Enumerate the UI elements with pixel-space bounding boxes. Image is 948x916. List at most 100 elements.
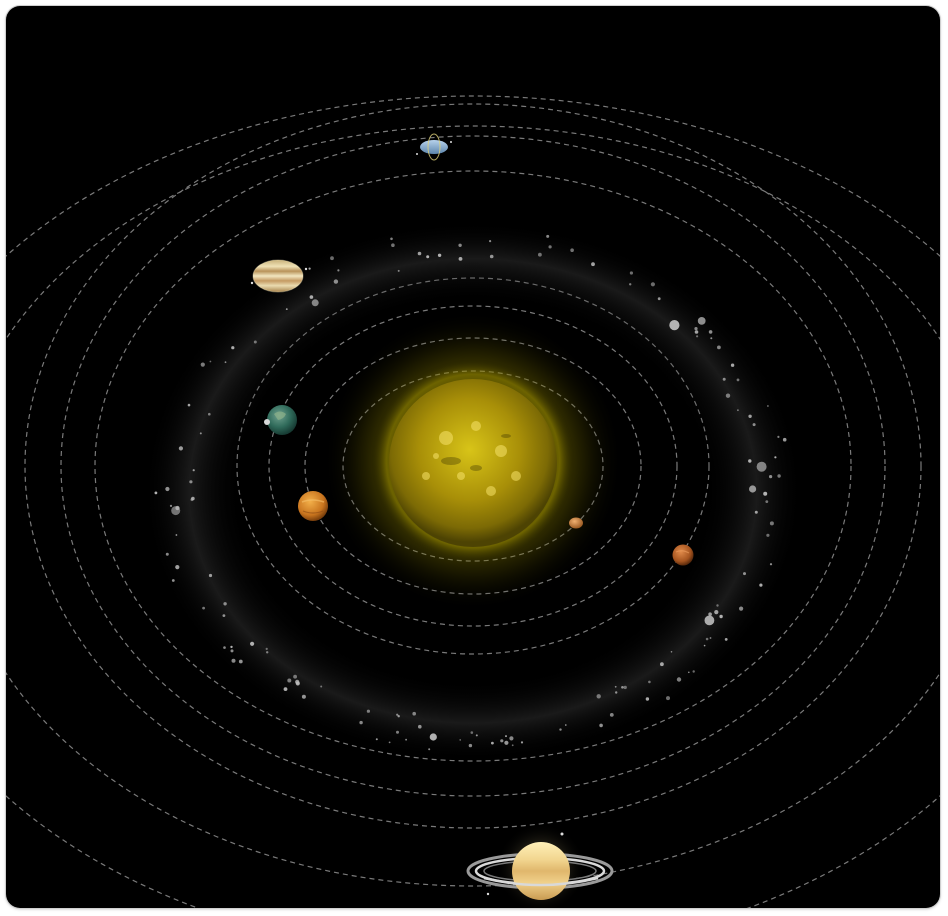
asteroid xyxy=(739,606,744,611)
asteroid xyxy=(759,583,763,587)
asteroid xyxy=(418,724,422,729)
asteroid xyxy=(175,565,180,570)
asteroid xyxy=(725,393,731,398)
asteroid xyxy=(696,335,699,338)
asteroid xyxy=(676,677,682,682)
asteroid xyxy=(714,610,719,615)
asteroid xyxy=(396,713,399,716)
asteroid xyxy=(397,715,400,718)
asteroid xyxy=(428,748,431,751)
asteroid xyxy=(509,736,514,741)
asteroid xyxy=(222,614,226,617)
asteroid xyxy=(769,475,773,479)
asteroid xyxy=(719,614,723,619)
asteroid xyxy=(769,563,773,566)
asteroid xyxy=(388,741,391,744)
asteroid xyxy=(704,615,715,626)
asteroid xyxy=(178,446,183,451)
asteroid xyxy=(426,255,430,259)
asteroid xyxy=(238,659,243,664)
jupiter-icon[interactable] xyxy=(250,259,308,293)
asteroid xyxy=(489,254,494,259)
asteroid xyxy=(458,257,463,261)
asteroid xyxy=(774,456,777,459)
asteroid xyxy=(458,243,462,247)
asteroid xyxy=(209,360,212,363)
asteroid xyxy=(366,709,370,713)
asteroid xyxy=(475,734,478,737)
mercury-icon[interactable] xyxy=(569,517,583,529)
asteroid xyxy=(491,741,494,745)
asteroid xyxy=(777,474,781,478)
asteroid xyxy=(505,735,507,738)
asteroid xyxy=(192,469,195,472)
asteroid xyxy=(266,651,269,654)
asteroid xyxy=(171,579,175,582)
solar-system-canvas xyxy=(6,95,940,908)
venus-icon[interactable] xyxy=(298,491,328,521)
mars-icon[interactable] xyxy=(672,544,694,566)
asteroid xyxy=(614,685,617,688)
uranus-icon[interactable] xyxy=(416,133,452,161)
asteroid xyxy=(709,637,712,639)
asteroid xyxy=(165,486,170,492)
asteroid xyxy=(223,646,226,649)
asteroid xyxy=(615,691,618,694)
asteroid xyxy=(737,409,739,412)
asteroid xyxy=(390,237,393,241)
asteroid xyxy=(743,572,746,576)
asteroid xyxy=(766,533,770,537)
asteroid xyxy=(650,282,656,287)
asteroid xyxy=(223,602,227,606)
solar-system-viewport[interactable] xyxy=(6,6,940,908)
asteroid xyxy=(311,299,319,307)
asteroid xyxy=(782,437,787,442)
asteroid xyxy=(230,645,233,649)
asteroid xyxy=(253,340,257,344)
asteroid xyxy=(548,245,552,249)
asteroid xyxy=(165,552,169,556)
asteroid xyxy=(224,361,227,364)
asteroid xyxy=(591,262,595,267)
orbit-jupiter xyxy=(94,170,852,762)
orbit-outer-1 xyxy=(60,135,886,797)
asteroid xyxy=(437,253,442,257)
sun-icon[interactable] xyxy=(323,311,623,611)
asteroid xyxy=(767,405,769,407)
asteroid xyxy=(489,240,492,243)
asteroid xyxy=(717,345,721,350)
asteroid xyxy=(748,459,752,463)
asteroid xyxy=(609,713,614,717)
asteroid xyxy=(621,686,624,689)
asteroid xyxy=(511,744,514,747)
asteroid xyxy=(189,480,193,484)
asteroid xyxy=(763,491,768,496)
asteroid xyxy=(708,330,713,334)
asteroid xyxy=(769,521,774,526)
asteroid xyxy=(754,510,758,514)
asteroid xyxy=(756,461,767,472)
asteroid xyxy=(777,435,780,438)
asteroid xyxy=(623,685,627,690)
asteroid xyxy=(405,738,407,741)
asteroid xyxy=(230,649,234,653)
earth-icon[interactable] xyxy=(264,405,297,435)
asteroid xyxy=(287,678,292,683)
asteroid xyxy=(283,687,288,691)
asteroid xyxy=(169,504,173,507)
asteroid xyxy=(285,308,288,310)
asteroid xyxy=(375,738,378,741)
asteroid xyxy=(301,694,306,699)
asteroid xyxy=(546,234,550,238)
asteroid xyxy=(716,604,719,607)
asteroid xyxy=(748,414,752,418)
asteroid xyxy=(468,743,473,748)
asteroid xyxy=(648,680,651,684)
asteroid xyxy=(596,694,601,699)
asteroid xyxy=(504,740,509,745)
asteroid xyxy=(565,724,567,726)
saturn-icon[interactable] xyxy=(466,823,614,908)
asteroid xyxy=(694,330,699,334)
asteroid xyxy=(250,641,255,646)
asteroid xyxy=(599,723,603,728)
